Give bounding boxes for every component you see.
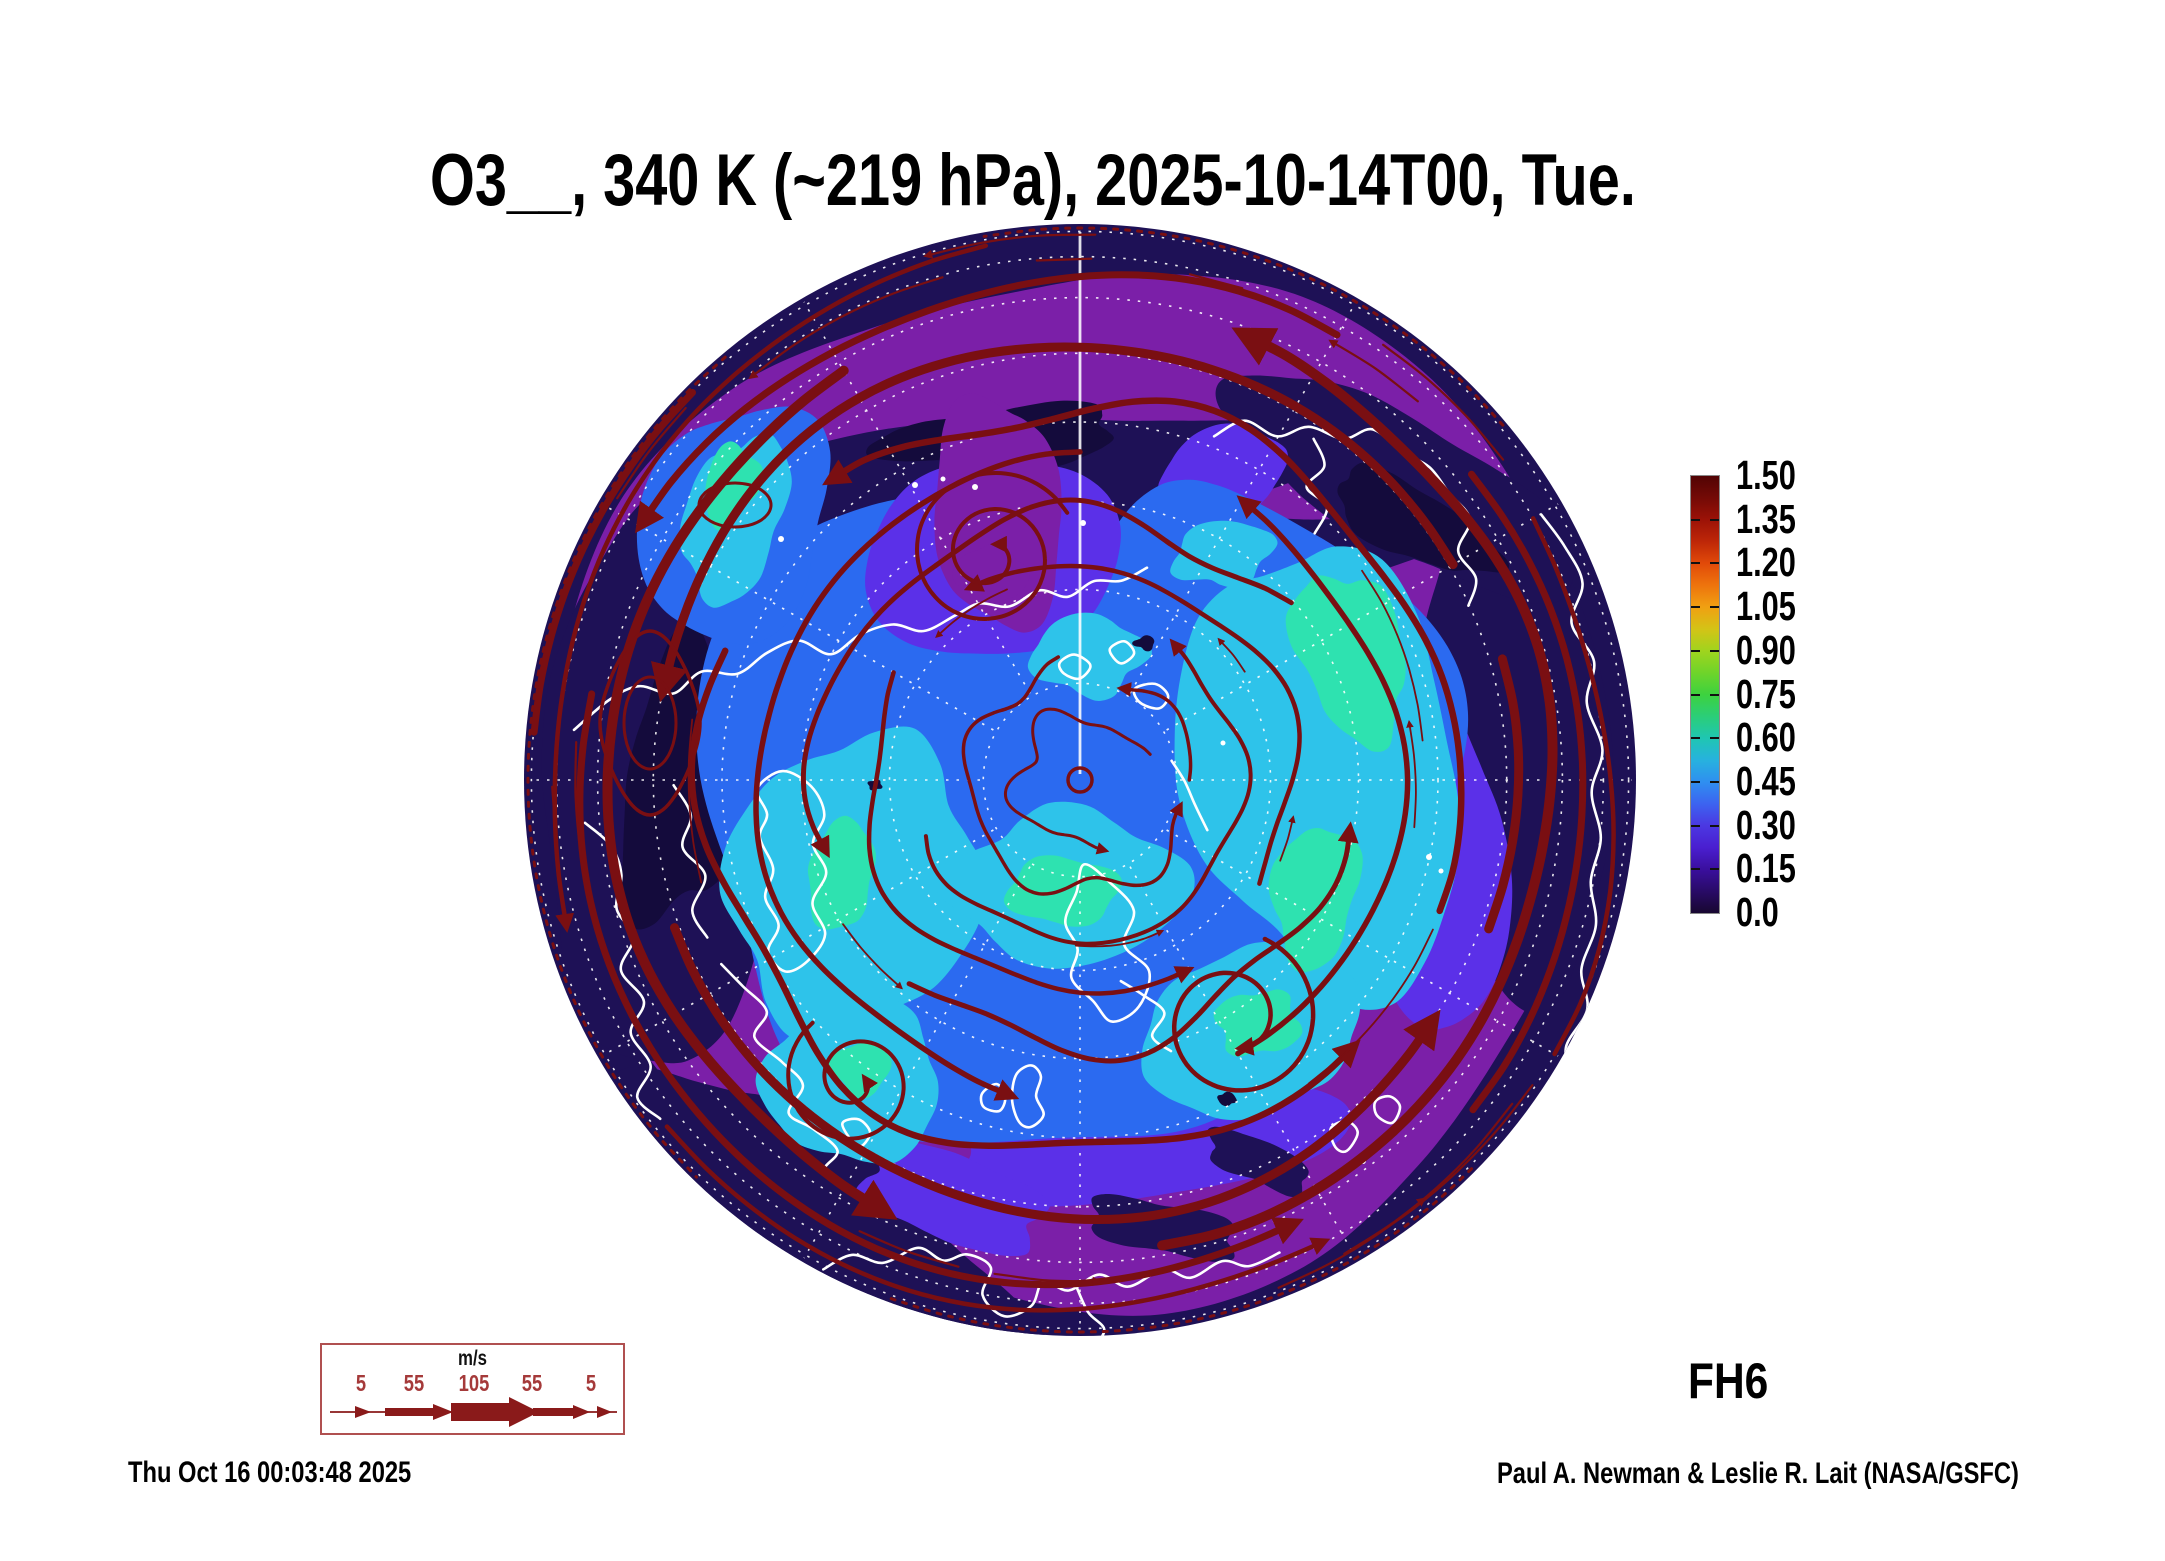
wind-legend-units: m/s	[458, 1347, 487, 1370]
colorbar-tick	[1710, 824, 1719, 827]
wind-scale-arrow-icon	[330, 1397, 617, 1427]
wind-speed-value: 5	[355, 1370, 367, 1396]
creation-timestamp: Thu Oct 16 00:03:48 2025	[128, 1456, 412, 1489]
wind-speed-value: 55	[521, 1370, 543, 1396]
credit-line: Paul A. Newman & Leslie R. Lait (NASA/GS…	[1497, 1457, 2019, 1490]
forecast-hour-label: FH6	[1688, 1353, 1769, 1409]
colorbar-tick-label: 0.60	[1736, 714, 1796, 761]
polar-map	[523, 223, 1637, 1337]
wind-speed-value: 55	[403, 1370, 425, 1396]
colorbar-tick	[1691, 868, 1700, 871]
figure-title: O3__, 340 K (~219 hPa), 2025-10-14T00, T…	[430, 140, 1636, 221]
colorbar-tick	[1691, 649, 1700, 652]
colorbar-tick	[1710, 649, 1719, 652]
colorbar-tick-label: 0.0	[1736, 889, 1779, 935]
colorbar-tick	[1691, 562, 1700, 565]
wind-speed-legend: m/s 5 55 105 55 5	[320, 1343, 625, 1435]
colorbar-tick	[1691, 518, 1700, 521]
wind-speed-value: 5	[585, 1370, 597, 1396]
colorbar-tick-label: 0.90	[1736, 626, 1796, 673]
graticule	[528, 230, 1632, 1332]
colorbar-tick	[1691, 737, 1700, 740]
colorbar-tick-label: 1.05	[1736, 583, 1796, 630]
colorbar-tick	[1691, 824, 1700, 827]
colorbar-tick-label: 1.35	[1736, 495, 1796, 542]
streamlines	[526, 226, 1616, 1334]
colorbar-gradient	[1690, 475, 1720, 914]
colorbar-tick	[1710, 693, 1719, 696]
colorbar-tick	[1691, 606, 1700, 609]
colorbar: 1.50 1.35 1.20 1.05 0.90 0.75 0.60 0.45 0.30 0.15…	[1690, 453, 1990, 934]
colorbar-tick	[1710, 868, 1719, 871]
colorbar-tick-label: 0.30	[1736, 801, 1796, 848]
colorbar-tick-label: 0.45	[1736, 757, 1796, 804]
colorbar-tick-label: 0.75	[1736, 670, 1796, 717]
colorbar-tick	[1691, 780, 1700, 783]
colorbar-tick-label: 0.15	[1736, 845, 1796, 892]
colorbar-tick	[1710, 606, 1719, 609]
colorbar-tick	[1691, 693, 1700, 696]
colorbar-tick-label: 1.50	[1736, 452, 1796, 498]
polar-map-canvas	[524, 224, 1636, 1336]
colorbar-tick	[1710, 562, 1719, 565]
colorbar-tick	[1710, 518, 1719, 521]
colorbar-tick	[1710, 737, 1719, 740]
colorbar-tick	[1710, 780, 1719, 783]
wind-speed-value: 105	[458, 1370, 490, 1396]
colorbar-tick-label: 1.20	[1736, 539, 1796, 586]
